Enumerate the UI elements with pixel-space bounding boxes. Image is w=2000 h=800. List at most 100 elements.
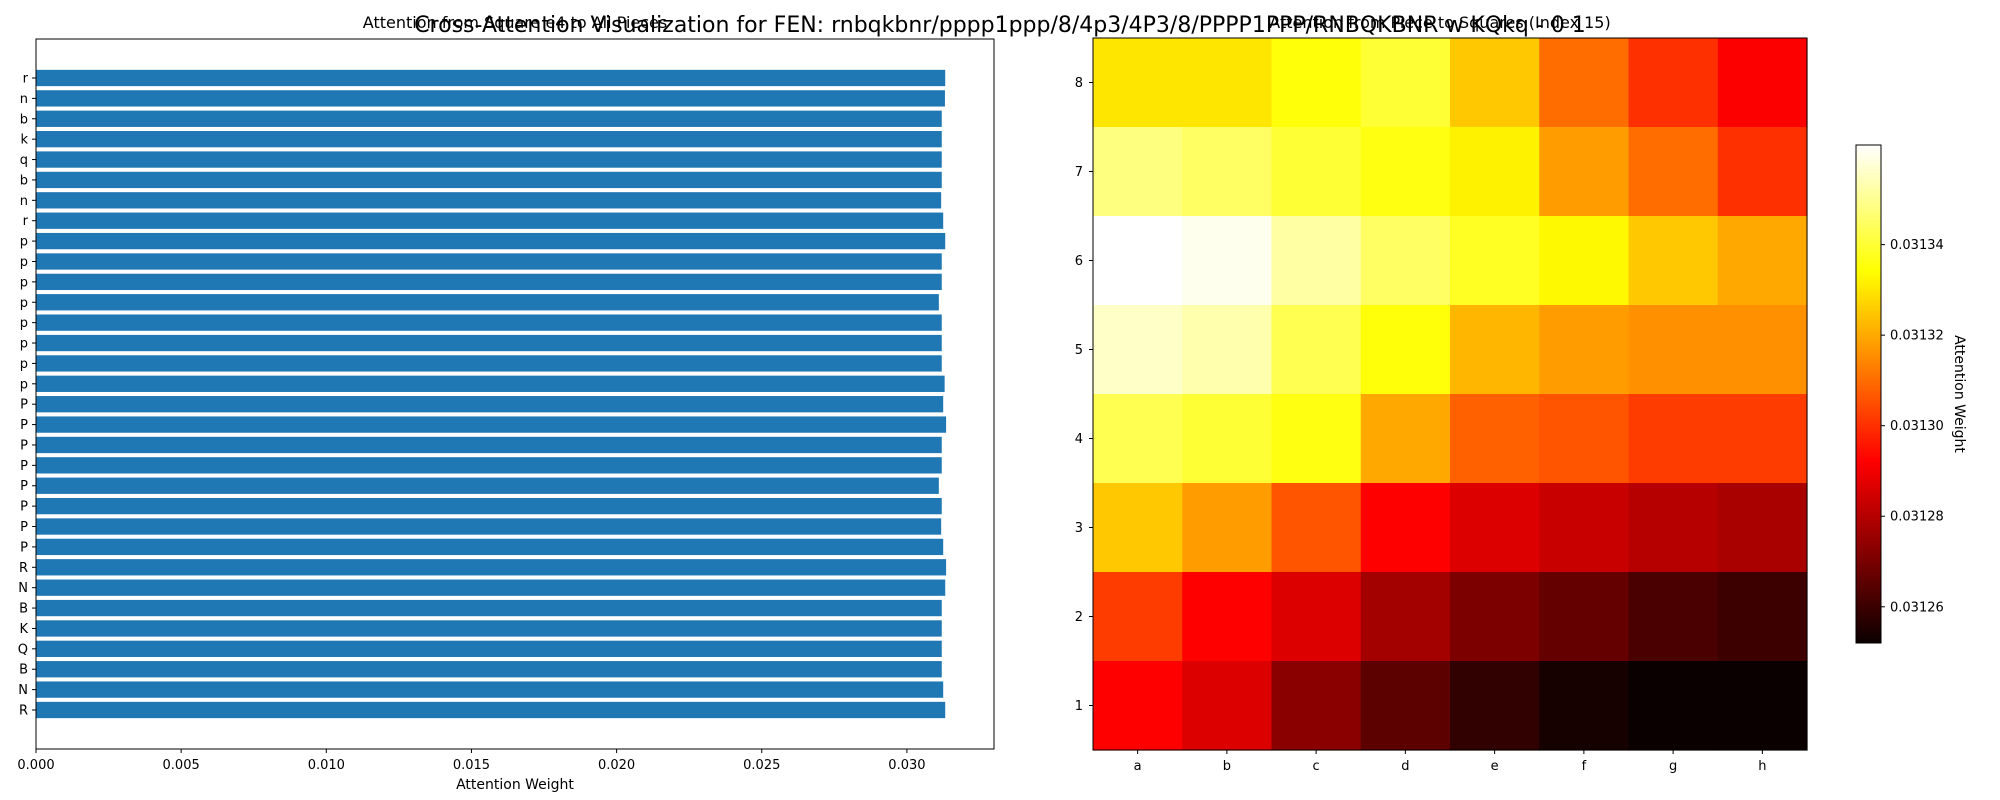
heatmap-xtick-label: d — [1401, 759, 1409, 774]
bar-ytick-label: P — [20, 479, 28, 494]
heatmap-cell-e4 — [1450, 394, 1540, 484]
heatmap-cell-a3 — [1093, 483, 1183, 573]
bar-ytick-label: Q — [18, 642, 28, 657]
bar-16 — [36, 396, 944, 413]
heatmap-cell-e2 — [1450, 572, 1540, 662]
bar-ytick-label: b — [20, 173, 28, 188]
heatmap-title: Attention from Piece to Squares (Index 1… — [1269, 13, 1610, 32]
bar-18 — [36, 436, 942, 454]
colorbar-tick-label: 0.03126 — [1890, 600, 1944, 615]
heatmap-cell-d6 — [1360, 216, 1451, 306]
heatmap-cell-e7 — [1450, 127, 1540, 217]
heatmap-cell-c8 — [1271, 38, 1362, 128]
heatmap-cell-a6 — [1093, 216, 1183, 306]
bar-6 — [36, 192, 942, 209]
heatmap-cell-b1 — [1182, 661, 1273, 751]
bar-8 — [36, 232, 946, 250]
heatmap-xtick-label: h — [1758, 759, 1766, 774]
heatmap-ytick-label: 4 — [1075, 432, 1083, 447]
heatmap-cell-a1 — [1093, 661, 1183, 751]
heatmap-cell-b7 — [1182, 127, 1273, 217]
heatmap-cell-g1 — [1628, 661, 1719, 751]
heatmap-cell-e3 — [1450, 483, 1540, 573]
heatmap-cell-h3 — [1717, 483, 1808, 573]
bar-ytick-label: R — [19, 561, 28, 576]
heatmap: a b c d e f g h 8 7 6 5 4 3 2 1 — [1075, 37, 1808, 774]
bar-xtick-label: 0.020 — [598, 758, 635, 773]
heatmap-cell-c3 — [1271, 483, 1362, 573]
heatmap-cell-g8 — [1628, 38, 1719, 128]
heatmap-cell-d1 — [1360, 661, 1451, 751]
heatmap-cell-b5 — [1182, 305, 1273, 395]
colorbar-ticks: 0.03126 0.03128 0.03130 0.03132 0.03134 — [1881, 238, 1944, 615]
bar-xtick-label: 0.000 — [17, 758, 54, 773]
heatmap-cell-d4 — [1360, 394, 1451, 484]
heatmap-cell-e8 — [1450, 38, 1540, 128]
bar-7 — [36, 212, 944, 229]
heatmap-cell-h5 — [1717, 305, 1808, 395]
bar-17 — [36, 416, 947, 433]
bar-12 — [36, 314, 942, 331]
bar-28 — [36, 640, 942, 657]
bar-chart-xlabel: Attention Weight — [456, 777, 574, 793]
bar-ytick-label: r — [23, 72, 29, 87]
bar-ytick-label: K — [19, 622, 28, 637]
heatmap-xtick-label: c — [1313, 759, 1320, 774]
heatmap-cell-f8 — [1539, 38, 1630, 128]
heatmap-cell-d5 — [1360, 305, 1451, 395]
bar-xtick-label: 0.010 — [308, 758, 345, 773]
bar-24 — [36, 559, 947, 576]
bar-ytick-label: p — [20, 255, 28, 270]
heatmap-cell-d7 — [1360, 127, 1451, 217]
bar-xtick-label: 0.025 — [743, 758, 780, 773]
bar-26 — [36, 599, 942, 617]
bar-25 — [36, 579, 946, 596]
heatmap-cell-d8 — [1360, 38, 1451, 128]
bar-10 — [36, 273, 942, 291]
bar-19 — [36, 457, 942, 474]
heatmap-cell-b8 — [1182, 38, 1273, 128]
heatmap-ytick-label: 8 — [1075, 76, 1083, 91]
heatmap-ticks: a b c d e f g h 8 7 6 5 4 3 2 1 — [1075, 76, 1767, 774]
colorbar-tick-label: 0.03132 — [1890, 329, 1944, 344]
heatmap-xtick-label: f — [1582, 759, 1587, 774]
bar-chart-title: Attention from Square e4 to All Pieces — [363, 13, 667, 32]
heatmap-xtick-label: a — [1134, 759, 1142, 774]
bar-ytick-label: p — [20, 296, 28, 311]
heatmap-ytick-label: 1 — [1075, 699, 1083, 714]
bar-ytick-label: B — [19, 663, 28, 678]
bar-5 — [36, 171, 942, 189]
heatmap-cell-g4 — [1628, 394, 1719, 484]
bar-ytick-label: P — [20, 438, 28, 453]
bar-ytick-label: R — [19, 704, 28, 719]
bar-ytick-label: p — [20, 377, 28, 392]
bar-22 — [36, 518, 942, 535]
bar-13 — [36, 334, 942, 352]
bar-ytick-label: r — [23, 214, 29, 229]
bar-27 — [36, 620, 942, 637]
bar-ytick-label: n — [20, 194, 28, 209]
bar-ytick-label: b — [20, 112, 28, 127]
bar-ytick-label: n — [20, 92, 28, 107]
heatmap-cell-h7 — [1717, 127, 1808, 217]
heatmap-ytick-label: 5 — [1075, 343, 1083, 358]
bar-ytick-label: p — [20, 316, 28, 331]
bar-15 — [36, 375, 945, 392]
heatmap-frame — [1092, 37, 1808, 751]
heatmap-cell-c2 — [1271, 572, 1362, 662]
bar-21 — [36, 497, 942, 515]
heatmap-cell-h6 — [1717, 216, 1808, 306]
figure-title: Cross-Attention Visualization for FEN: r… — [414, 13, 1586, 38]
heatmap-cell-g6 — [1628, 216, 1719, 306]
bar-ytick-label: P — [20, 459, 28, 474]
heatmap-cell-a7 — [1093, 127, 1183, 217]
bar-ytick-label: q — [20, 153, 28, 168]
bar-ytick-label: P — [20, 500, 28, 515]
colorbar-tick-label: 0.03134 — [1890, 238, 1944, 253]
bar-0 — [36, 69, 946, 87]
heatmap-cell-g7 — [1628, 127, 1719, 217]
heatmap-cell-f5 — [1539, 305, 1630, 395]
heatmap-cell-b6 — [1182, 216, 1273, 306]
